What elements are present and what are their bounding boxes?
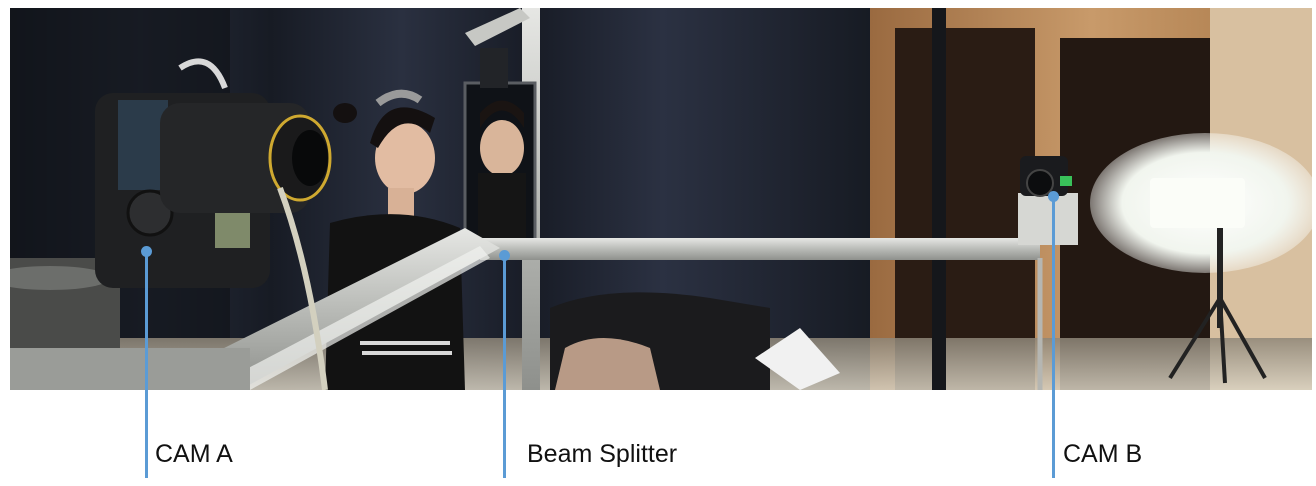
beam-splitter-pointer-dot (499, 250, 510, 261)
cam-a-pointer-dot (141, 246, 152, 257)
cam-a-pointer (141, 246, 152, 478)
beam-splitter-pointer (499, 250, 510, 478)
cam-b-label: CAM B (1063, 440, 1143, 468)
cam-b-pointer (1048, 191, 1059, 478)
beam-splitter-label: Beam Splitter (527, 440, 678, 468)
studio-photo (10, 8, 1312, 390)
cam-b-pointer-dot (1048, 191, 1059, 202)
cam-a-label: CAM A (155, 440, 233, 468)
